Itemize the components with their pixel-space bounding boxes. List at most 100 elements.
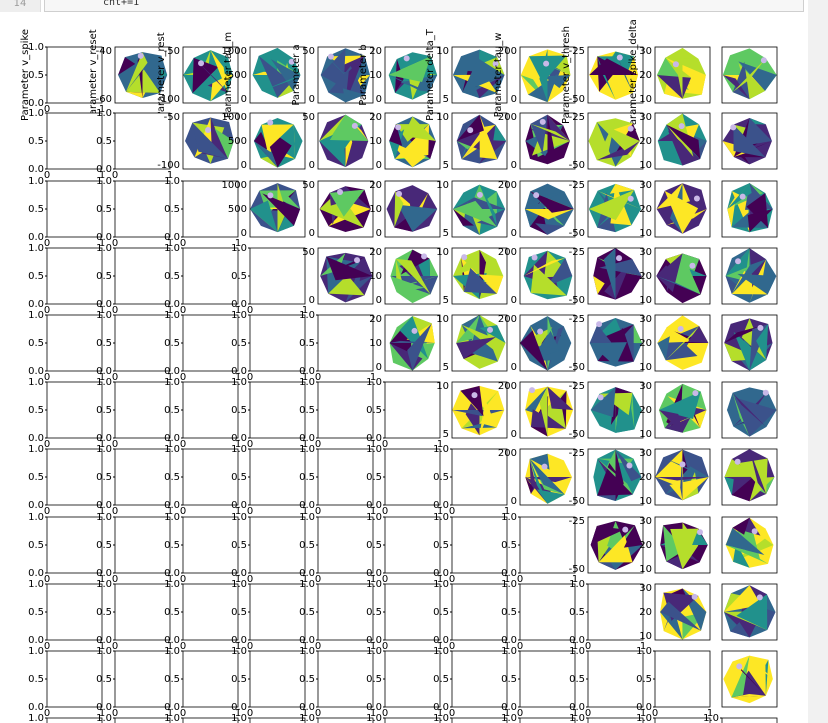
scrollbar[interactable]	[808, 0, 828, 723]
x-tick-label: 1	[99, 439, 105, 450]
x-tick-label: 1	[302, 305, 308, 316]
x-tick-label: 1	[302, 641, 308, 652]
y-tick-label: 1000	[222, 112, 247, 123]
y-tick-label: 0.5	[299, 540, 315, 551]
density-patch	[597, 190, 642, 209]
y-tick-label: 0	[511, 496, 517, 507]
density-patch	[665, 57, 699, 59]
sample-point	[533, 192, 540, 199]
y-tick-label: 1.0	[501, 512, 517, 523]
y-tick-label: 0.5	[96, 271, 112, 282]
density-patch	[615, 449, 624, 501]
axes-frame	[249, 112, 306, 170]
y-tick-label: 1.0	[569, 646, 585, 657]
density-patch	[725, 248, 750, 277]
axes-frame	[317, 717, 374, 723]
y-tick-label: 0.0	[366, 702, 382, 713]
y-tick-label: 1.0	[28, 310, 44, 321]
density-patch	[390, 276, 425, 293]
subplot: 10 20 30	[639, 381, 711, 440]
axes-frame	[384, 247, 441, 305]
y-tick-label: 1.0	[433, 713, 449, 723]
density-patch	[631, 392, 635, 430]
density-patch	[765, 659, 769, 696]
y-tick-label: 20	[639, 136, 652, 147]
subplot: 10 20 30	[639, 448, 711, 507]
y-tick-label: 10	[436, 180, 449, 191]
axes-frame	[654, 448, 711, 506]
y-tick-label: 0.5	[569, 674, 585, 685]
density-patch	[682, 253, 700, 285]
y-tick-label: 1.0	[28, 176, 44, 187]
density-patch	[732, 58, 766, 93]
y-tick-label: 1.0	[164, 713, 180, 723]
y-tick-label: 0.0	[96, 635, 112, 646]
axes-frame	[114, 448, 171, 506]
y-tick-label: 0.5	[231, 607, 247, 618]
axes-frame	[519, 180, 576, 238]
sample-point	[627, 195, 634, 202]
y-tick-label: 1.0	[164, 377, 180, 388]
density-patch	[426, 323, 435, 344]
x-tick-label: 0	[112, 708, 118, 719]
y-tick-label: 1.0	[231, 243, 247, 254]
axes-frame	[317, 46, 374, 104]
sample-point	[267, 119, 274, 126]
y-tick-label: 0.0	[636, 702, 652, 713]
y-tick-label: 0.0	[231, 702, 247, 713]
x-tick-label: 1	[99, 708, 105, 719]
sample-point	[616, 54, 623, 61]
y-tick-label: 10	[639, 94, 652, 105]
x-tick-label: 0	[112, 305, 118, 316]
axes-frame	[114, 112, 171, 170]
y-tick-label: -50	[569, 94, 585, 105]
y-tick-label: 0.0	[28, 98, 44, 109]
y-tick-label: 1.0	[299, 377, 315, 388]
y-tick-label: 200	[498, 247, 517, 258]
axes-frame	[249, 650, 306, 708]
axes-frame	[182, 247, 239, 305]
density-patch	[118, 57, 136, 76]
y-tick-label: 1.0	[164, 243, 180, 254]
y-tick-label: 1.0	[96, 310, 112, 321]
density-patch	[271, 59, 301, 91]
density-patch	[732, 61, 750, 100]
y-tick-label: 0.0	[96, 164, 112, 175]
y-tick-label: 0	[309, 160, 315, 171]
axes-frame	[384, 583, 441, 641]
x-tick-label: 1	[167, 641, 173, 652]
x-tick-label: 1	[437, 574, 443, 585]
x-tick-label: 1	[640, 708, 646, 719]
y-tick-label: 0.5	[28, 70, 44, 81]
y-tick-label: 1.0	[366, 713, 382, 723]
x-tick-label: 1	[504, 641, 510, 652]
x-tick-label: 0	[180, 708, 186, 719]
y-tick-label: -25	[569, 314, 585, 325]
code-cell[interactable]: 14 cnt+=1	[0, 0, 808, 12]
y-tick-label: 1.0	[231, 310, 247, 321]
y-tick-label: 20	[639, 607, 652, 618]
density-patch	[732, 517, 750, 535]
density-patch	[395, 258, 431, 295]
density-patch	[749, 655, 773, 679]
axes-frame	[654, 314, 711, 372]
density-patch	[589, 58, 639, 76]
x-tick-label: 1	[99, 305, 105, 316]
density-patch	[141, 55, 162, 94]
y-tick-label: -50	[164, 112, 180, 123]
axes-frame	[451, 314, 508, 372]
sample-point	[597, 394, 604, 401]
axes-frame	[587, 381, 644, 439]
axes-frame	[182, 46, 239, 104]
axes-frame	[451, 180, 508, 238]
density-patch	[677, 47, 683, 99]
